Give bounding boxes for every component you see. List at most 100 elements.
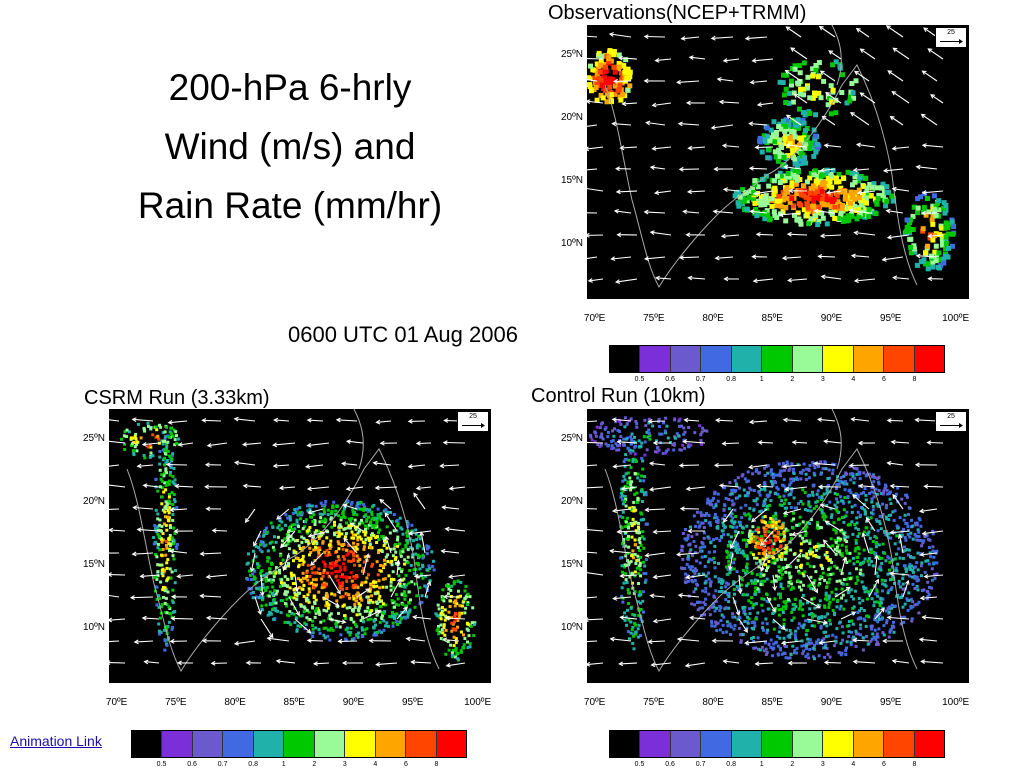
rain-pixel bbox=[877, 617, 881, 621]
rain-pixel bbox=[807, 110, 813, 116]
rain-pixel bbox=[900, 595, 903, 599]
rain-pixel bbox=[724, 585, 728, 589]
colorbar-swatch bbox=[162, 731, 193, 757]
rain-pixel bbox=[170, 491, 174, 495]
rain-pixel bbox=[782, 494, 786, 498]
rain-pixel bbox=[928, 538, 932, 542]
rain-pixel bbox=[170, 615, 174, 619]
rain-pixel bbox=[780, 558, 784, 561]
rain-pixel bbox=[726, 582, 730, 586]
rain-pixel bbox=[306, 593, 310, 597]
rain-pixel bbox=[334, 575, 338, 579]
rain-pixel bbox=[354, 545, 358, 549]
rain-pixel bbox=[745, 542, 749, 546]
rain-pixel bbox=[632, 522, 636, 526]
rain-pixel bbox=[845, 169, 851, 175]
rain-pixel bbox=[316, 555, 320, 559]
rain-pixel bbox=[303, 525, 307, 529]
rain-pixel bbox=[934, 201, 940, 206]
rain-pixel bbox=[718, 590, 722, 594]
rain-pixel bbox=[820, 498, 823, 502]
wind-arrow bbox=[170, 616, 194, 621]
rain-pixel bbox=[782, 136, 788, 142]
rain-pixel bbox=[641, 500, 644, 503]
rain-pixel bbox=[789, 78, 794, 84]
rain-pixel bbox=[593, 85, 599, 90]
rain-pixel bbox=[904, 538, 908, 542]
rain-pixel bbox=[442, 626, 446, 629]
rain-pixel bbox=[430, 550, 434, 554]
rain-pixel bbox=[762, 628, 765, 632]
rain-pixel bbox=[632, 556, 635, 560]
rain-pixel bbox=[821, 544, 825, 548]
rain-pixel bbox=[335, 599, 339, 603]
rain-pixel bbox=[388, 531, 392, 535]
rain-pixel bbox=[356, 591, 360, 595]
wind-arrow bbox=[887, 70, 904, 82]
rain-pixel bbox=[383, 562, 387, 566]
rain-pixel bbox=[623, 484, 627, 488]
rain-pixel bbox=[252, 575, 256, 579]
rain-pixel bbox=[265, 572, 269, 576]
rain-pixel bbox=[805, 525, 809, 529]
rain-pixel bbox=[806, 196, 812, 202]
rain-pixel bbox=[856, 510, 860, 514]
rain-pixel bbox=[895, 534, 899, 538]
rain-pixel bbox=[265, 585, 269, 589]
rain-pixel bbox=[846, 535, 850, 539]
rain-pixel bbox=[152, 542, 156, 546]
rain-pixel bbox=[365, 518, 369, 521]
rain-pixel bbox=[861, 506, 865, 510]
wind-arrow bbox=[165, 462, 188, 467]
rain-pixel bbox=[630, 480, 634, 484]
rain-pixel bbox=[870, 526, 874, 530]
rain-pixel bbox=[881, 492, 885, 496]
rain-pixel bbox=[314, 578, 318, 582]
rain-pixel bbox=[314, 529, 318, 533]
rain-pixel bbox=[769, 638, 773, 642]
rain-pixel bbox=[848, 465, 852, 468]
rain-pixel bbox=[783, 100, 789, 105]
rain-pixel bbox=[859, 492, 863, 496]
rain-pixel bbox=[883, 579, 887, 583]
rain-pixel bbox=[598, 58, 604, 64]
rain-pixel bbox=[824, 202, 830, 208]
rain-pixel bbox=[258, 548, 262, 552]
rain-pixel bbox=[804, 213, 810, 219]
rain-pixel bbox=[807, 642, 811, 646]
rain-pixel bbox=[843, 536, 847, 539]
wind-arrow bbox=[821, 115, 836, 126]
rain-pixel bbox=[877, 627, 881, 631]
rain-pixel bbox=[744, 513, 748, 517]
rain-pixel bbox=[831, 544, 835, 548]
wind-arrow bbox=[199, 593, 222, 599]
rain-pixel bbox=[930, 221, 936, 227]
rain-pixel bbox=[766, 495, 770, 499]
rain-pixel bbox=[271, 585, 275, 589]
rain-pixel bbox=[639, 511, 643, 515]
wind-arrow bbox=[282, 552, 290, 572]
rain-pixel bbox=[163, 452, 167, 456]
rain-pixel bbox=[338, 581, 342, 585]
rain-pixel bbox=[737, 609, 740, 613]
rain-pixel bbox=[459, 650, 463, 654]
rain-pixel bbox=[839, 604, 843, 608]
rain-pixel bbox=[368, 611, 372, 614]
rain-pixel bbox=[164, 449, 168, 453]
rain-pixel bbox=[946, 245, 952, 251]
rain-pixel bbox=[813, 213, 819, 219]
rain-pixel bbox=[795, 476, 799, 480]
rain-pixel bbox=[607, 81, 613, 87]
rain-pixel bbox=[895, 524, 899, 528]
rain-pixel bbox=[643, 564, 647, 568]
rain-pixel bbox=[891, 510, 895, 514]
wind-arrow bbox=[587, 212, 598, 214]
rain-pixel bbox=[729, 514, 733, 518]
rain-pixel bbox=[713, 595, 717, 599]
wind-arrow bbox=[442, 440, 466, 445]
rain-pixel bbox=[135, 449, 139, 453]
rain-pixel bbox=[890, 586, 894, 590]
rain-pixel bbox=[723, 525, 727, 529]
rain-pixel bbox=[346, 630, 350, 634]
rain-pixel bbox=[867, 592, 871, 596]
